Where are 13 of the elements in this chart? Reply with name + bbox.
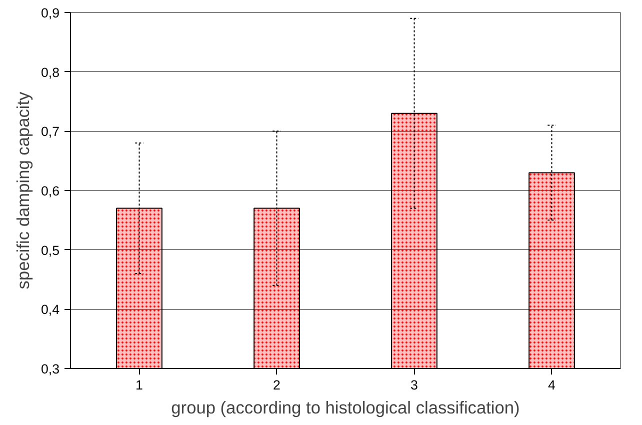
x-axis-title: group (according to histological classification) [171, 398, 520, 418]
y-tick-label: 0,4 [40, 302, 60, 318]
x-tick-label: 4 [548, 378, 556, 392]
x-tick-label: 3 [410, 378, 418, 392]
x-tick-label: 1 [136, 378, 143, 392]
y-axis-title: specific damping capacity [12, 91, 33, 290]
y-tick-label: 0,8 [40, 64, 60, 80]
y-tick-label: 0,5 [40, 242, 60, 258]
x-tick-label: 2 [273, 378, 280, 392]
y-tick-label: 0,6 [40, 184, 60, 198]
y-tick-label: 0,7 [40, 124, 60, 140]
y-tick-label: 0,9 [40, 6, 60, 20]
y-tick-label: 0,3 [40, 362, 60, 376]
